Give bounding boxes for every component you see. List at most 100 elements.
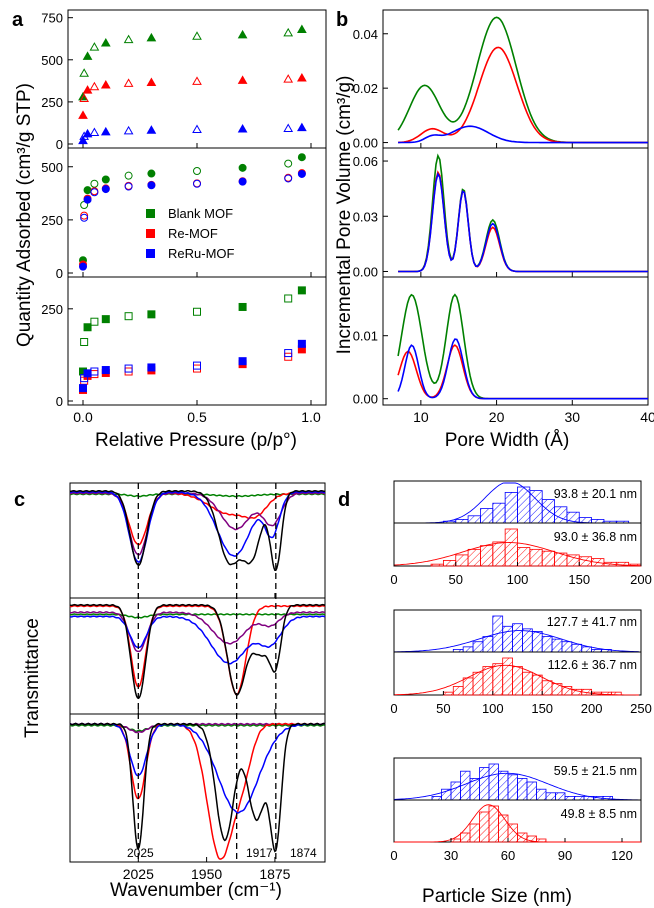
- panel-d-xtick-label: 100: [482, 701, 504, 716]
- histogram-bar: [492, 541, 506, 567]
- histogram-bar: [460, 832, 471, 843]
- isotherm-point: [90, 188, 99, 197]
- histogram-bar: [488, 763, 499, 801]
- histogram-bar: [479, 811, 490, 843]
- isotherm-point: [80, 211, 89, 220]
- histogram-bar: [522, 628, 533, 653]
- isotherm-point: [124, 171, 133, 180]
- hist-label-1-red: 93.0 ± 36.8 nm: [554, 530, 637, 544]
- panel-d-x-label: Particle Size (nm): [422, 886, 572, 907]
- histogram-bar: [492, 502, 506, 524]
- panel-a-y-label: Quantity Adsorbed (cm³/g STP): [14, 83, 35, 347]
- histogram-bar: [467, 515, 481, 524]
- isotherm-point: [297, 72, 307, 82]
- isotherm-point: [283, 74, 294, 83]
- isotherm-point: [146, 32, 157, 42]
- legend-swatch-re: [146, 229, 155, 238]
- histogram-bar: [480, 545, 494, 567]
- histogram-bar: [531, 674, 543, 696]
- histogram-bar: [512, 666, 523, 696]
- histogram-bar: [430, 563, 444, 567]
- isotherm-point: [123, 125, 134, 135]
- ir-spectrum-line: [69, 613, 326, 619]
- isotherm-point: [123, 34, 134, 44]
- histogram-bar: [480, 508, 494, 524]
- isotherm-point: [83, 323, 92, 332]
- histogram-bar: [551, 638, 563, 653]
- pore-distribution-line: [398, 153, 648, 273]
- isotherm-point: [283, 27, 294, 37]
- histogram-bar: [467, 548, 481, 567]
- panel-b-xtick-label: 10: [413, 409, 429, 425]
- gaussian-fit-line: [394, 664, 639, 696]
- histogram-bar: [469, 823, 480, 843]
- histogram-bar: [502, 625, 513, 653]
- histogram-bar: [517, 778, 528, 801]
- histogram-bar: [479, 767, 490, 801]
- ir-spectrum-line: [69, 604, 326, 696]
- isotherm-point: [100, 80, 111, 89]
- isotherm-point: [79, 262, 87, 271]
- hist-label-3-blue: 59.5 ± 21.5 nm: [554, 764, 637, 778]
- panel-b-ytick-label: 0.04: [353, 27, 378, 42]
- isotherm-point: [101, 366, 110, 375]
- ir-spectrum-line: [70, 489, 325, 571]
- pore-distribution-line: [397, 293, 648, 400]
- isotherm-point: [79, 93, 90, 103]
- panel-b-ytick-label: 0.02: [353, 81, 378, 96]
- panel-c-x-label: Wavenumber (cm⁻¹): [110, 880, 282, 901]
- panel-a-ytick-label: 250: [41, 95, 63, 110]
- isotherm-point: [123, 78, 134, 87]
- panel-a-ytick-label: 750: [41, 11, 63, 26]
- panel-letter-d: d: [338, 489, 350, 511]
- histogram-bar: [498, 814, 509, 843]
- histogram-bar: [541, 636, 553, 653]
- panel-d-xtick-label: 0: [390, 572, 397, 587]
- isotherm-point: [80, 213, 89, 222]
- histogram-bar: [504, 528, 518, 567]
- panel-d-xtick-label: 120: [611, 848, 633, 863]
- isotherm-point: [90, 367, 99, 376]
- histogram-bar: [455, 519, 469, 524]
- panel-d-xtick-label: 60: [501, 848, 515, 863]
- isotherm-point: [238, 177, 247, 186]
- panel-d-xtick-label: 200: [581, 701, 603, 716]
- histogram-bar: [450, 838, 461, 843]
- histogram-bar: [541, 550, 555, 567]
- histogram-bar: [561, 641, 573, 653]
- panel-b-y-label: Incremental Pore Volume (cm³/g): [334, 76, 355, 355]
- histogram-bar: [462, 646, 474, 653]
- ir-spectrum-line: [69, 722, 326, 853]
- gaussian-fit-line: [394, 630, 639, 653]
- isotherm-point: [146, 125, 157, 134]
- pore-distribution-line: [397, 16, 648, 144]
- isotherm-point: [237, 29, 248, 39]
- isotherm-point: [101, 315, 110, 324]
- isotherm-point: [193, 167, 201, 175]
- legend-swatch-blank: [146, 209, 155, 218]
- panel-c-xtick-label: 1950: [191, 866, 222, 882]
- histogram-bar: [555, 792, 566, 801]
- panel-b-ytick-label: 0.00: [353, 264, 378, 279]
- isotherm-point: [83, 186, 92, 195]
- panel-b-ytick-label: 0.01: [353, 329, 378, 344]
- histogram-bar: [536, 788, 547, 801]
- isotherm-point: [192, 31, 202, 40]
- histogram-bar: [462, 677, 474, 696]
- pore-distribution-line: [397, 338, 648, 400]
- histogram-bar: [522, 671, 533, 696]
- isotherm-point: [89, 127, 100, 137]
- isotherm-point: [192, 124, 202, 134]
- isotherm-point: [147, 169, 156, 178]
- hist-label-1-blue: 93.8 ± 20.1 nm: [554, 487, 637, 501]
- panel-a-xtick-label: 0.0: [73, 409, 93, 425]
- gaussian-fit-line: [393, 772, 641, 801]
- panel-b-axes-3: [382, 276, 649, 406]
- legend: Blank MOF Re-MOF ReRu-MOF: [146, 206, 235, 261]
- isotherm-point: [90, 317, 99, 326]
- isotherm-point: [297, 286, 306, 295]
- panel-a-xtick-label: 1.0: [301, 409, 321, 425]
- histogram-bar: [502, 657, 513, 696]
- histogram-bar: [526, 781, 537, 801]
